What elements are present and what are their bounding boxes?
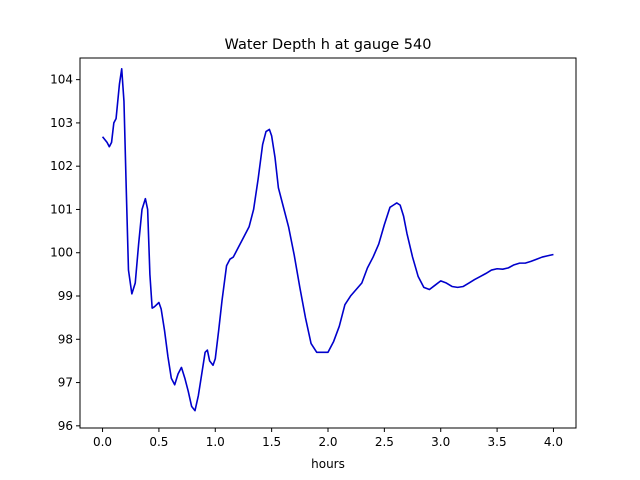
y-tick-label: 100 <box>50 246 73 260</box>
y-tick-label: 101 <box>50 202 73 216</box>
y-tick-label: 104 <box>50 73 73 87</box>
x-tick-label: 2.0 <box>318 435 337 449</box>
x-tick-label: 1.5 <box>262 435 281 449</box>
x-tick-label: 0.0 <box>93 435 112 449</box>
x-axis: 0.0 0.5 1.0 1.5 2.0 2.5 3.0 3.5 4.0 <box>93 428 563 449</box>
y-tick-label: 98 <box>58 332 73 346</box>
x-tick-label: 2.5 <box>375 435 394 449</box>
y-tick-label: 96 <box>58 419 73 433</box>
x-tick-label: 0.5 <box>149 435 168 449</box>
series-layer <box>101 68 554 412</box>
y-tick-label: 99 <box>58 289 73 303</box>
x-tick-label: 1.0 <box>206 435 225 449</box>
x-tick-label: 4.0 <box>544 435 563 449</box>
y-tick-label: 97 <box>58 376 73 390</box>
y-tick-label: 102 <box>50 159 73 173</box>
series-line-0 <box>101 68 554 412</box>
x-axis-label: hours <box>311 457 345 471</box>
x-tick-label: 3.5 <box>488 435 507 449</box>
y-axis: 96 97 98 99 100 101 102 103 104 <box>50 73 80 433</box>
x-tick-label: 3.0 <box>431 435 450 449</box>
chart-title: Water Depth h at gauge 540 <box>225 37 432 53</box>
y-tick-label: 103 <box>50 116 73 130</box>
